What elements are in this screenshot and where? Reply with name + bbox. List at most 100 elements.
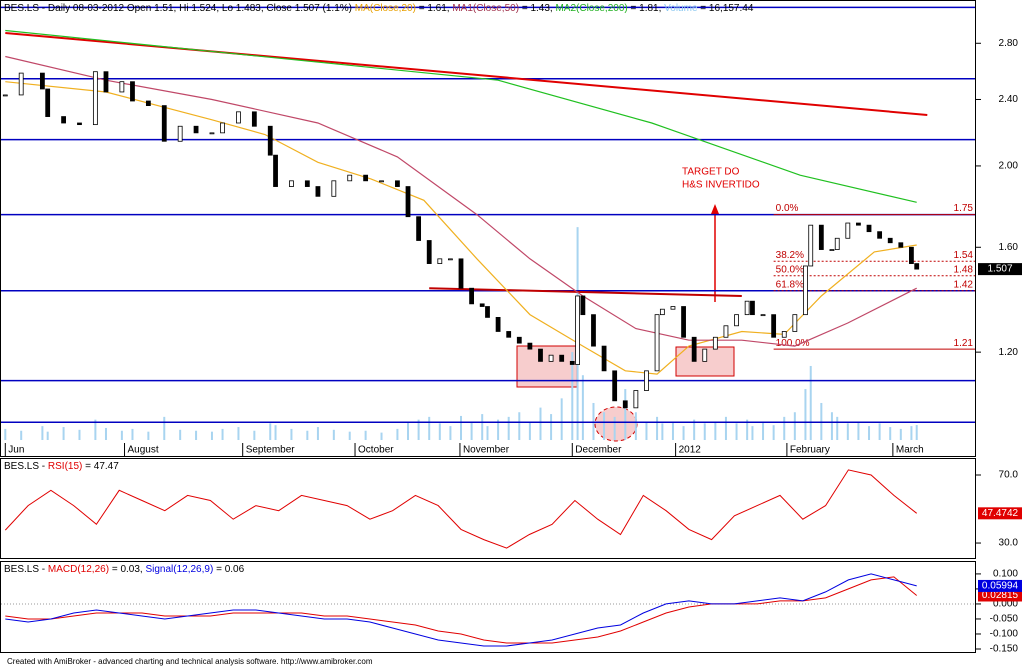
highlight-ellipse [594,406,638,442]
fib-label: 38.2% [776,250,804,261]
candle [315,186,321,197]
volume-bar [783,416,786,440]
fib-label: 0.0% [776,203,799,214]
candle [681,306,686,338]
volume-bar [889,427,892,440]
volume-bar [751,426,754,440]
candle [898,242,904,248]
volume-bar [380,432,383,440]
title-part: BES.LS - [4,564,48,575]
arrow-head [711,204,719,214]
volume-bar [820,402,823,440]
value-box-label: 0.02815 [982,590,1019,601]
volume-bar [306,430,309,440]
value-box-label: 0.05994 [982,581,1019,592]
fib-value: 1.54 [954,250,974,261]
volume-bar [147,431,150,440]
y-tick-label: 1.60 [999,242,1019,253]
volume-bar [364,430,367,440]
candle [103,71,109,93]
candle [829,249,835,251]
volume-bar [507,416,510,440]
title-part: Signal(12,26,9) [145,564,213,575]
indicator-line [4,469,918,549]
candle [527,342,533,350]
volume-bar [539,407,542,440]
candle [363,174,369,182]
candle [273,154,278,187]
candle [845,222,851,239]
volume-bar [210,431,213,440]
volume-bar [481,414,484,440]
volume-bar [120,430,123,440]
candle [601,345,607,372]
title-part: BES.LS - Daily 08-03-2012 Open 1.51, Hi … [4,3,355,14]
y-tick-label: 30.0 [999,538,1019,549]
candle [395,180,400,187]
candle [416,216,422,241]
candle [548,354,554,362]
volume-bar [746,419,749,440]
fib-value: 1.48 [954,264,974,275]
fib-label: 100.0% [776,338,810,349]
volume-bar [693,419,696,440]
value-box [978,263,1022,276]
volume-bar [274,425,277,440]
volume-bar [634,412,637,440]
candle [130,81,135,102]
candle [77,122,82,126]
y-tick-label: 70.0 [999,470,1019,481]
fib-value: 1.21 [954,338,974,349]
volume-bar [857,421,860,440]
x-tick-label: October [358,445,394,456]
candle [177,125,183,142]
y-tick-label: -0.100 [990,629,1019,640]
y-tick-label: 0.000 [993,599,1018,610]
candle [516,336,522,344]
candle [914,263,920,270]
volume-bar [78,429,81,440]
candle [670,306,676,310]
candle [92,71,98,126]
volume-bar [20,430,23,440]
y-tick-label: 1.20 [999,347,1019,358]
candle [569,360,575,365]
moving-average [5,81,917,375]
volume-bar [868,426,871,440]
candle [289,180,294,187]
volume-bar [645,421,648,440]
title-part: = 16,157.44 [698,3,754,14]
x-tick-label: August [128,445,159,456]
value-box-label: 1.507 [987,264,1012,275]
rsi-pane [0,458,976,559]
volume-bar [163,416,166,440]
volume-bar [131,428,134,440]
volume-bar [316,427,319,440]
y-tick-label: 0.100 [993,569,1018,580]
volume-bar [528,421,531,440]
title-part: = 47.47 [82,461,119,472]
candle [633,390,639,409]
value-box [978,507,1022,520]
candle [866,224,872,233]
title-part: MACD(12,26) [48,564,109,575]
candle [750,300,755,316]
volume-bar [290,428,293,440]
volume-bar [41,426,44,440]
volume-bar [804,389,807,440]
price-pane [0,0,976,457]
y-tick-label: 2.40 [999,94,1019,105]
candle [379,180,384,183]
title-part: BES.LS - [4,461,48,472]
volume-bar [581,375,584,440]
candle [771,314,777,338]
volume-bar [407,421,410,440]
volume-bar [449,426,452,440]
volume-bar [221,428,224,440]
candle [426,240,432,264]
volume-bar [497,419,500,440]
title-part: = 0.03, [109,564,145,575]
candle [575,295,580,365]
